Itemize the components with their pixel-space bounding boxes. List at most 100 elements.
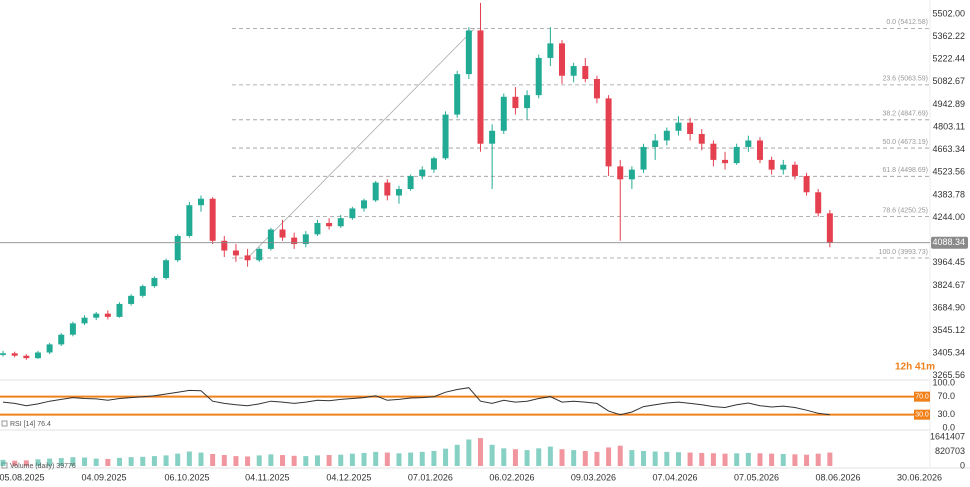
volume-bar bbox=[559, 449, 565, 466]
volume-bar bbox=[815, 453, 821, 466]
volume-bar bbox=[314, 455, 320, 466]
candle-body bbox=[815, 192, 822, 214]
volume-bar bbox=[349, 453, 355, 466]
volume-bar bbox=[594, 451, 600, 466]
y-tick-label: 5502.00 bbox=[932, 8, 965, 18]
candle-body bbox=[197, 198, 204, 206]
volume-bar bbox=[116, 457, 122, 466]
rsi-tick-label: 100.0 bbox=[932, 378, 955, 388]
candle-body bbox=[768, 159, 775, 170]
fib-label: 100.0 (3993.73) bbox=[879, 249, 928, 256]
candle-body bbox=[46, 344, 53, 353]
volume-bar bbox=[105, 458, 111, 466]
candle-body bbox=[407, 176, 414, 190]
candle-body bbox=[232, 250, 239, 256]
y-tick-label: 3824.67 bbox=[932, 280, 965, 290]
candle-body bbox=[302, 234, 309, 245]
volume-bar bbox=[326, 455, 332, 466]
volume-tick-label: 0 bbox=[960, 460, 965, 470]
volume-bar bbox=[757, 453, 763, 466]
candle-body bbox=[372, 182, 379, 201]
candle-body bbox=[256, 248, 263, 261]
volume-bar bbox=[291, 455, 297, 466]
y-tick-label: 4383.78 bbox=[932, 189, 965, 199]
volume-bar bbox=[792, 454, 798, 466]
candle-body bbox=[640, 146, 647, 170]
countdown: 12h 41m bbox=[895, 362, 935, 373]
x-tick-label: 07.04.2026 bbox=[652, 472, 697, 482]
candle-body bbox=[349, 208, 356, 219]
volume-bar bbox=[477, 438, 483, 466]
last-price-label: 4088.34 bbox=[932, 237, 965, 247]
volume-bar bbox=[804, 454, 810, 466]
candle-body bbox=[69, 323, 76, 335]
fib-label: 50.0 (4673.19) bbox=[882, 139, 928, 146]
y-tick-label: 5222.44 bbox=[932, 54, 965, 64]
volume-bar bbox=[629, 450, 635, 466]
volume-bar bbox=[35, 459, 41, 466]
volume-bar bbox=[303, 456, 309, 466]
candle-body bbox=[605, 98, 612, 167]
fib-trend bbox=[247, 28, 475, 259]
candle-body bbox=[361, 200, 368, 209]
volume-bar bbox=[256, 455, 262, 466]
volume-bar bbox=[571, 450, 577, 466]
y-tick-label: 3964.45 bbox=[932, 257, 965, 267]
volume-bar bbox=[687, 452, 693, 466]
volume-bar bbox=[93, 458, 99, 466]
volume-bar bbox=[699, 452, 705, 466]
candle-body bbox=[663, 130, 670, 141]
volume-bar bbox=[163, 455, 169, 466]
x-tick-label: 06.02.2026 bbox=[489, 472, 534, 482]
volume-bar bbox=[245, 456, 251, 466]
y-tick-label: 4942.89 bbox=[932, 99, 965, 109]
candle-body bbox=[384, 182, 391, 196]
rsi-band-label: 70.0 bbox=[915, 394, 929, 401]
volume-bar bbox=[70, 457, 76, 466]
candle-body bbox=[139, 286, 146, 296]
volume-bar bbox=[128, 457, 134, 466]
x-tick-label: 04.11.2025 bbox=[245, 472, 289, 482]
candle-body bbox=[628, 169, 635, 180]
candle-body bbox=[221, 240, 228, 251]
volume-bar bbox=[408, 452, 414, 466]
candle-body bbox=[745, 140, 752, 147]
volume-bar bbox=[140, 456, 146, 466]
candle-body bbox=[0, 353, 7, 355]
volume-bar bbox=[606, 447, 612, 466]
y-tick-label: 4803.11 bbox=[933, 121, 965, 131]
volume-bar bbox=[151, 456, 157, 466]
icon bbox=[1, 420, 8, 427]
x-tick-label: 04.09.2025 bbox=[81, 472, 126, 482]
rsi-band-label: 30.0 bbox=[915, 412, 929, 419]
candle-body bbox=[104, 313, 111, 317]
volume-bar bbox=[431, 450, 437, 466]
candle-body bbox=[559, 43, 566, 76]
y-tick-label: 3265.56 bbox=[932, 370, 965, 380]
volume-bar bbox=[466, 439, 472, 466]
y-tick-label: 3545.12 bbox=[932, 325, 965, 335]
candle-body bbox=[489, 130, 496, 144]
candle-body bbox=[687, 122, 694, 135]
volume-bar bbox=[454, 444, 460, 466]
volume-bar bbox=[652, 451, 658, 466]
fib-label: 61.8 (4498.69) bbox=[882, 167, 928, 174]
candle-body bbox=[500, 96, 507, 131]
volume-bar bbox=[338, 454, 344, 466]
candle-body bbox=[23, 355, 30, 359]
volume-bar bbox=[361, 452, 367, 466]
rsi-band-box bbox=[914, 391, 930, 402]
volume-bar bbox=[582, 450, 588, 466]
volume-tick-label: 1641407 bbox=[930, 431, 965, 441]
volume-bar bbox=[780, 453, 786, 466]
volume-bar bbox=[617, 445, 623, 466]
candle-body bbox=[419, 169, 426, 177]
volume-bar bbox=[47, 458, 53, 466]
volume-bar bbox=[198, 452, 204, 466]
candle-body bbox=[267, 229, 274, 249]
candle-body bbox=[512, 96, 519, 109]
x-tick-label: 07.01.2026 bbox=[408, 472, 453, 482]
volume-bar bbox=[675, 452, 681, 466]
volume-bar bbox=[443, 448, 449, 466]
